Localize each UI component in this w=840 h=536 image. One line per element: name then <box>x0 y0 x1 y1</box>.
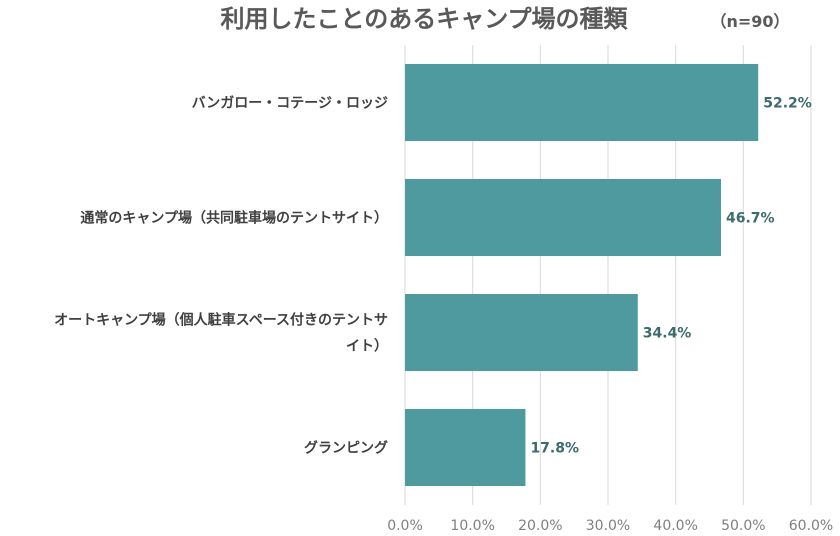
category-label: グランピング <box>304 440 388 457</box>
x-tick-label: 0.0% <box>387 518 423 534</box>
x-tick-label: 20.0% <box>518 518 562 534</box>
x-axis-tick-labels: 0.0% 10.0% 20.0% 30.0% 40.0% 50.0% 60.0% <box>387 518 833 534</box>
category-label: 通常のキャンプ場（共同駐車場のテントサイト） <box>80 210 388 227</box>
bar <box>405 408 526 487</box>
x-tick-label: 30.0% <box>586 518 630 534</box>
bar <box>405 293 638 372</box>
category-label: バンガロー・コテージ・ロッジ <box>192 96 388 112</box>
bars <box>405 63 759 487</box>
data-labels: 52.2% 46.7% 34.4% 17.8% <box>530 96 811 457</box>
bar <box>405 178 722 257</box>
x-tick-label: 60.0% <box>789 518 833 534</box>
sample-size-label: （n=90） <box>710 12 789 31</box>
chart-title: 利用したことのあるキャンプ場の種類 <box>220 5 628 33</box>
data-label: 34.4% <box>643 326 692 342</box>
category-label: イト） <box>346 339 388 355</box>
category-label: オートキャンプ場（個人駐車スペース付きのテントサ <box>54 312 388 329</box>
data-label: 46.7% <box>726 211 775 227</box>
data-label: 17.8% <box>530 441 579 457</box>
x-tick-label: 10.0% <box>450 518 494 534</box>
x-tick-label: 50.0% <box>721 518 765 534</box>
x-tick-label: 40.0% <box>653 518 697 534</box>
data-label: 52.2% <box>763 96 812 112</box>
bar <box>405 63 759 142</box>
